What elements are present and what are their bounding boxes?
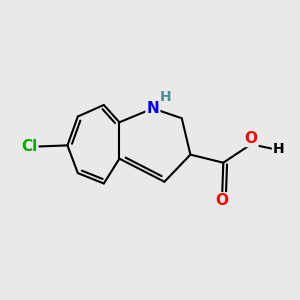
Text: N: N [146,101,159,116]
Text: O: O [216,193,229,208]
Text: H: H [160,90,171,104]
Text: O: O [244,131,257,146]
Text: Cl: Cl [21,139,38,154]
Text: H: H [273,142,285,156]
